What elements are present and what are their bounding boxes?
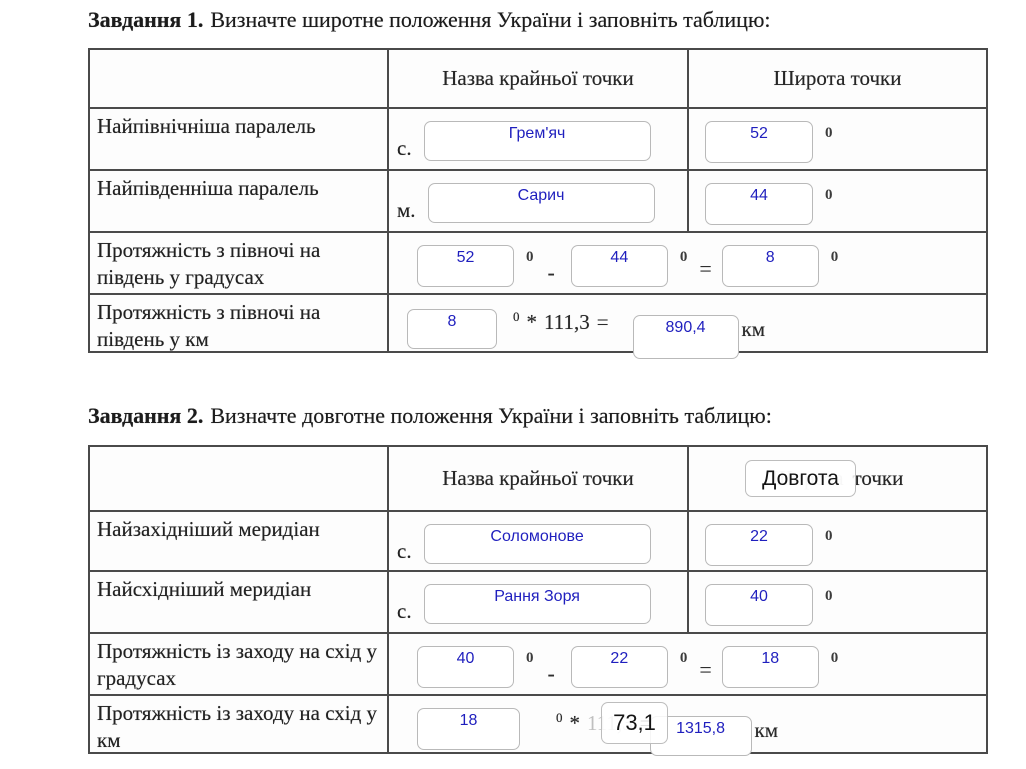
t1-extent-km-equation: 8 0 * 111,3 = 890,4 км	[387, 295, 986, 359]
west-name-cell: с. Соломонове	[387, 512, 687, 570]
drag-chip-dovhota[interactable]: Довгота	[745, 460, 856, 497]
north-latitude-input[interactable]: 52	[705, 121, 813, 163]
west-longitude-input[interactable]: 22	[705, 524, 813, 566]
west-settlement-prefix: с.	[397, 539, 412, 563]
minus-sign: -	[547, 661, 555, 686]
degree-mark: 0	[825, 528, 833, 544]
t1-subtrahend-input[interactable]: 44	[570, 245, 668, 287]
task2-row-east: Найсхідніший меридіан с. Рання Зоря 40 0	[90, 570, 986, 632]
west-meridian-label: Найзахідніший меридіан	[97, 517, 320, 541]
task2-row-west: Найзахідніший меридіан с. Соломонове 22 …	[90, 510, 986, 570]
task1-title: Завдання 1. Визначте широтне положення Ук…	[88, 7, 771, 33]
minus-sign: -	[547, 260, 555, 285]
south-settlement-prefix: м.	[397, 198, 416, 222]
km-unit-label: км	[754, 718, 779, 742]
north-parallel-label: Найпівнічніша паралель	[97, 114, 316, 138]
south-latitude-input[interactable]: 44	[705, 183, 813, 225]
north-settlement-prefix: с.	[397, 136, 412, 160]
t1-extent-degrees-label: Протяжність з півночі на південь у граду…	[97, 238, 321, 289]
t2-extent-km-label: Протяжність із заходу на схід у км	[97, 701, 378, 752]
equals-sign: =	[596, 310, 609, 334]
task1-header-latitude: Широта точки	[687, 50, 986, 107]
task2-title-text: Визначте довготне положення України і за…	[210, 403, 772, 428]
t2-header-rest-word: точки	[852, 466, 904, 490]
task1-header-empty-cell	[90, 50, 387, 107]
south-latitude-cell: 44 0	[687, 171, 986, 231]
south-parallel-label: Найпівденніша паралель	[97, 176, 319, 200]
t2-extent-degrees-label: Протяжність із заходу на схід у градусах	[97, 639, 378, 690]
task1-row-north: Найпівнічніша паралель с. Грем'яч 52 0	[90, 107, 986, 169]
task2-row-extent-km: Протяжність із заходу на схід у км 18 0 *…	[90, 694, 986, 756]
drag-chip-multiplier[interactable]: 73,1	[601, 702, 668, 744]
t1-difference-input[interactable]: 8	[721, 245, 819, 287]
task1-table: Назва крайньої точки Широта точки Найпів…	[88, 48, 988, 359]
t1-multiply-formula: 0 * 111,3 =	[513, 309, 609, 335]
t1-extent-km-label: Протяжність з півночі на південь у км	[97, 300, 321, 351]
degree-mark: 0	[825, 187, 833, 203]
task2-row-extent-degrees: Протяжність із заходу на схід у градусах…	[90, 632, 986, 694]
east-settlement-prefix: с.	[397, 599, 412, 623]
task1-header-point-name: Назва крайньої точки	[387, 50, 687, 107]
south-point-name-input[interactable]: Сарич	[427, 183, 655, 223]
task1-row-extent-km: Протяжність з півночі на південь у км 8 …	[90, 293, 986, 359]
t2-extent-km-equation: 18 0*111,3= 1315,8 км	[387, 696, 986, 756]
times-sign: *	[526, 310, 538, 334]
t1-extent-deg-input[interactable]: 8	[407, 309, 497, 349]
degree-mark: 0	[556, 710, 563, 725]
km-unit-label: км	[741, 317, 766, 341]
task2-header-point-name: Назва крайньої точки	[387, 447, 687, 510]
t2-difference-input[interactable]: 18	[721, 646, 819, 688]
t1-multiplier-value: 111,3	[544, 310, 590, 334]
degree-mark: 0	[825, 588, 833, 604]
degree-mark: 0	[679, 249, 688, 265]
task2-title: Завдання 2. Визначте довготне положення У…	[88, 403, 772, 429]
task1-header-row: Назва крайньої точки Широта точки	[90, 50, 986, 107]
task1-row-south: Найпівденніша паралель м. Сарич 44 0	[90, 169, 986, 231]
task1-title-text: Визначте широтне положення України і зап…	[210, 7, 771, 32]
times-sign: *	[569, 711, 581, 735]
equals-sign: =	[699, 256, 712, 281]
t2-minuend-input[interactable]: 40	[417, 646, 514, 688]
task2-title-number: Завдання 2.	[88, 403, 204, 428]
degree-mark: 0	[513, 309, 520, 324]
degree-mark: 0	[830, 249, 839, 265]
t2-extent-deg-input[interactable]: 18	[417, 708, 520, 750]
degree-mark: 0	[526, 650, 534, 666]
t1-extent-degrees-equation: 52 0 - 44 0 = 8 0	[387, 233, 986, 293]
north-latitude-cell: 52 0	[687, 109, 986, 169]
north-point-name-input[interactable]: Грем'яч	[423, 121, 651, 161]
east-longitude-input[interactable]: 40	[705, 584, 813, 626]
degree-mark: 0	[679, 650, 688, 666]
east-name-cell: с. Рання Зоря	[387, 572, 687, 632]
north-name-cell: с. Грем'яч	[387, 109, 687, 169]
equals-sign: =	[699, 657, 712, 682]
t1-extent-km-input[interactable]: 890,4	[632, 315, 739, 359]
east-meridian-label: Найсхідніший меридіан	[97, 577, 312, 601]
south-name-cell: м. Сарич	[387, 171, 687, 231]
west-point-name-input[interactable]: Соломонове	[423, 524, 651, 564]
degree-mark: 0	[830, 650, 839, 666]
t1-minuend-input[interactable]: 52	[417, 245, 514, 287]
west-longitude-cell: 22 0	[687, 512, 986, 570]
task2-header-empty-cell	[90, 447, 387, 510]
t2-subtrahend-input[interactable]: 22	[570, 646, 668, 688]
task1-row-extent-degrees: Протяжність з півночі на південь у граду…	[90, 231, 986, 293]
degree-mark: 0	[526, 249, 534, 265]
degree-mark: 0	[825, 125, 833, 141]
task1-title-number: Завдання 1.	[88, 7, 204, 32]
t2-extent-degrees-equation: 40 0 - 22 0 = 18 0	[387, 634, 986, 694]
east-longitude-cell: 40 0	[687, 572, 986, 632]
east-point-name-input[interactable]: Рання Зоря	[423, 584, 651, 624]
